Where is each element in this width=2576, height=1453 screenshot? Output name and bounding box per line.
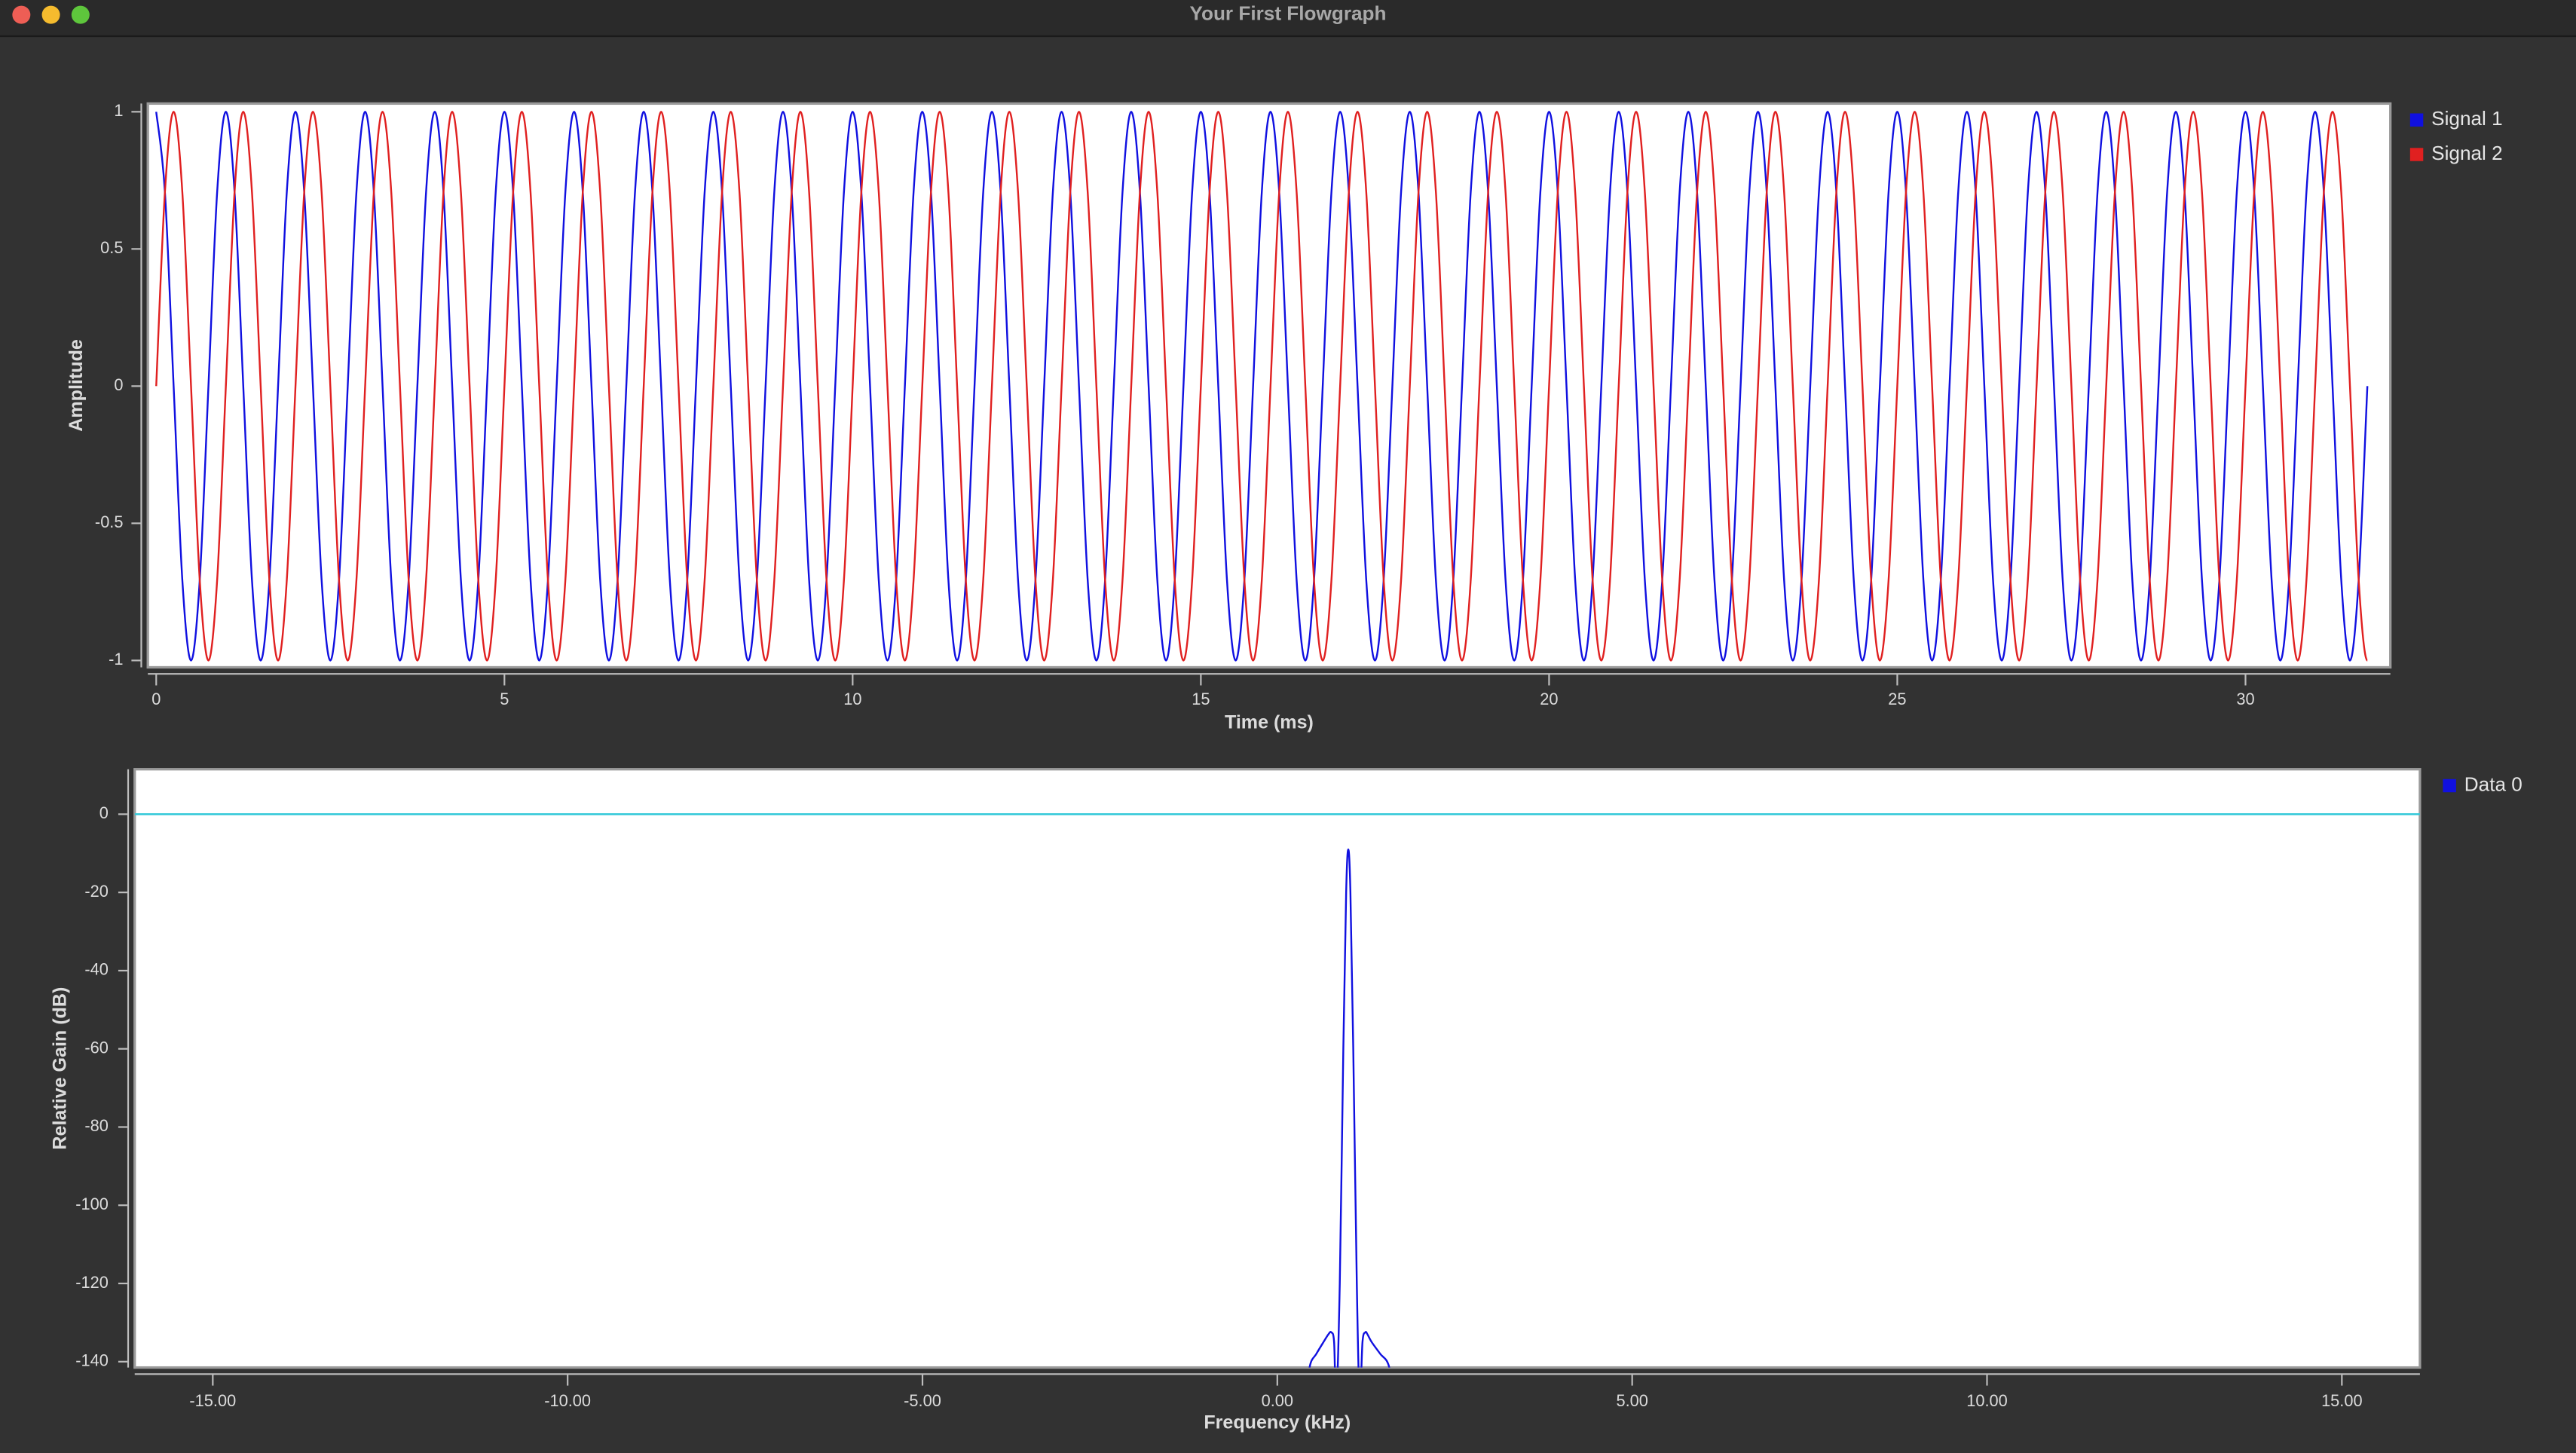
y-tick-label: -40 xyxy=(84,960,109,979)
y-tick-label: -120 xyxy=(75,1273,109,1292)
legend-swatch xyxy=(2409,113,2424,127)
x-tick-label: 0 xyxy=(151,690,161,708)
y-tick-label: -20 xyxy=(84,882,109,901)
zoom-button[interactable] xyxy=(71,5,90,24)
close-button[interactable] xyxy=(12,5,31,24)
x-tick-label: -10.00 xyxy=(544,1391,591,1410)
y-tick-label: 0.5 xyxy=(100,238,123,257)
x-tick-label: 20 xyxy=(1540,690,1558,708)
legend-swatch xyxy=(2409,148,2424,161)
y-axis-label: Amplitude xyxy=(66,339,87,432)
y-tick-label: 0 xyxy=(99,803,109,822)
y-tick-label: -1 xyxy=(109,650,123,668)
minimize-button[interactable] xyxy=(41,5,60,24)
y-tick-label: 0 xyxy=(114,375,123,394)
x-tick-label: 15 xyxy=(1192,690,1210,708)
x-tick-label: 25 xyxy=(1888,690,1906,708)
x-axis-label: Frequency (kHz) xyxy=(1204,1412,1351,1433)
x-tick-label: -5.00 xyxy=(904,1391,941,1410)
x-tick-label: 10 xyxy=(843,690,861,708)
window-title: Your First Flowgraph xyxy=(1189,2,1386,25)
y-tick-label: 1 xyxy=(114,101,123,120)
y-tick-label: -60 xyxy=(84,1038,109,1057)
plot-content xyxy=(134,813,2420,1368)
series-line xyxy=(1308,848,1390,1368)
x-tick-label: -15.00 xyxy=(189,1391,236,1410)
x-axis-label: Time (ms) xyxy=(1225,711,1314,733)
legend-swatch xyxy=(2443,779,2456,793)
y-tick-label: -100 xyxy=(75,1195,109,1213)
plot-area xyxy=(133,768,2422,1369)
series-line xyxy=(155,111,2369,662)
y-tick-label: -140 xyxy=(75,1351,109,1370)
x-tick-label: 15.00 xyxy=(2321,1391,2363,1410)
plot-content xyxy=(155,111,2369,662)
legend-label: Signal 1 xyxy=(2431,107,2503,130)
y-tick-label: -0.5 xyxy=(95,512,124,531)
y-axis-label: Relative Gain (dB) xyxy=(49,987,70,1150)
x-tick-label: 0.00 xyxy=(1262,1391,1293,1410)
title-bar xyxy=(0,0,2576,36)
x-tick-label: 5.00 xyxy=(1616,1391,1647,1410)
x-tick-label: 30 xyxy=(2236,690,2254,708)
x-tick-label: 5 xyxy=(500,690,509,708)
plot-area xyxy=(146,102,2392,669)
legend-label: Signal 2 xyxy=(2431,142,2503,164)
y-tick-label: -80 xyxy=(84,1116,109,1135)
x-tick-label: 10.00 xyxy=(1966,1391,2008,1410)
series-line xyxy=(155,111,2369,662)
legend-label: Data 0 xyxy=(2464,772,2522,795)
